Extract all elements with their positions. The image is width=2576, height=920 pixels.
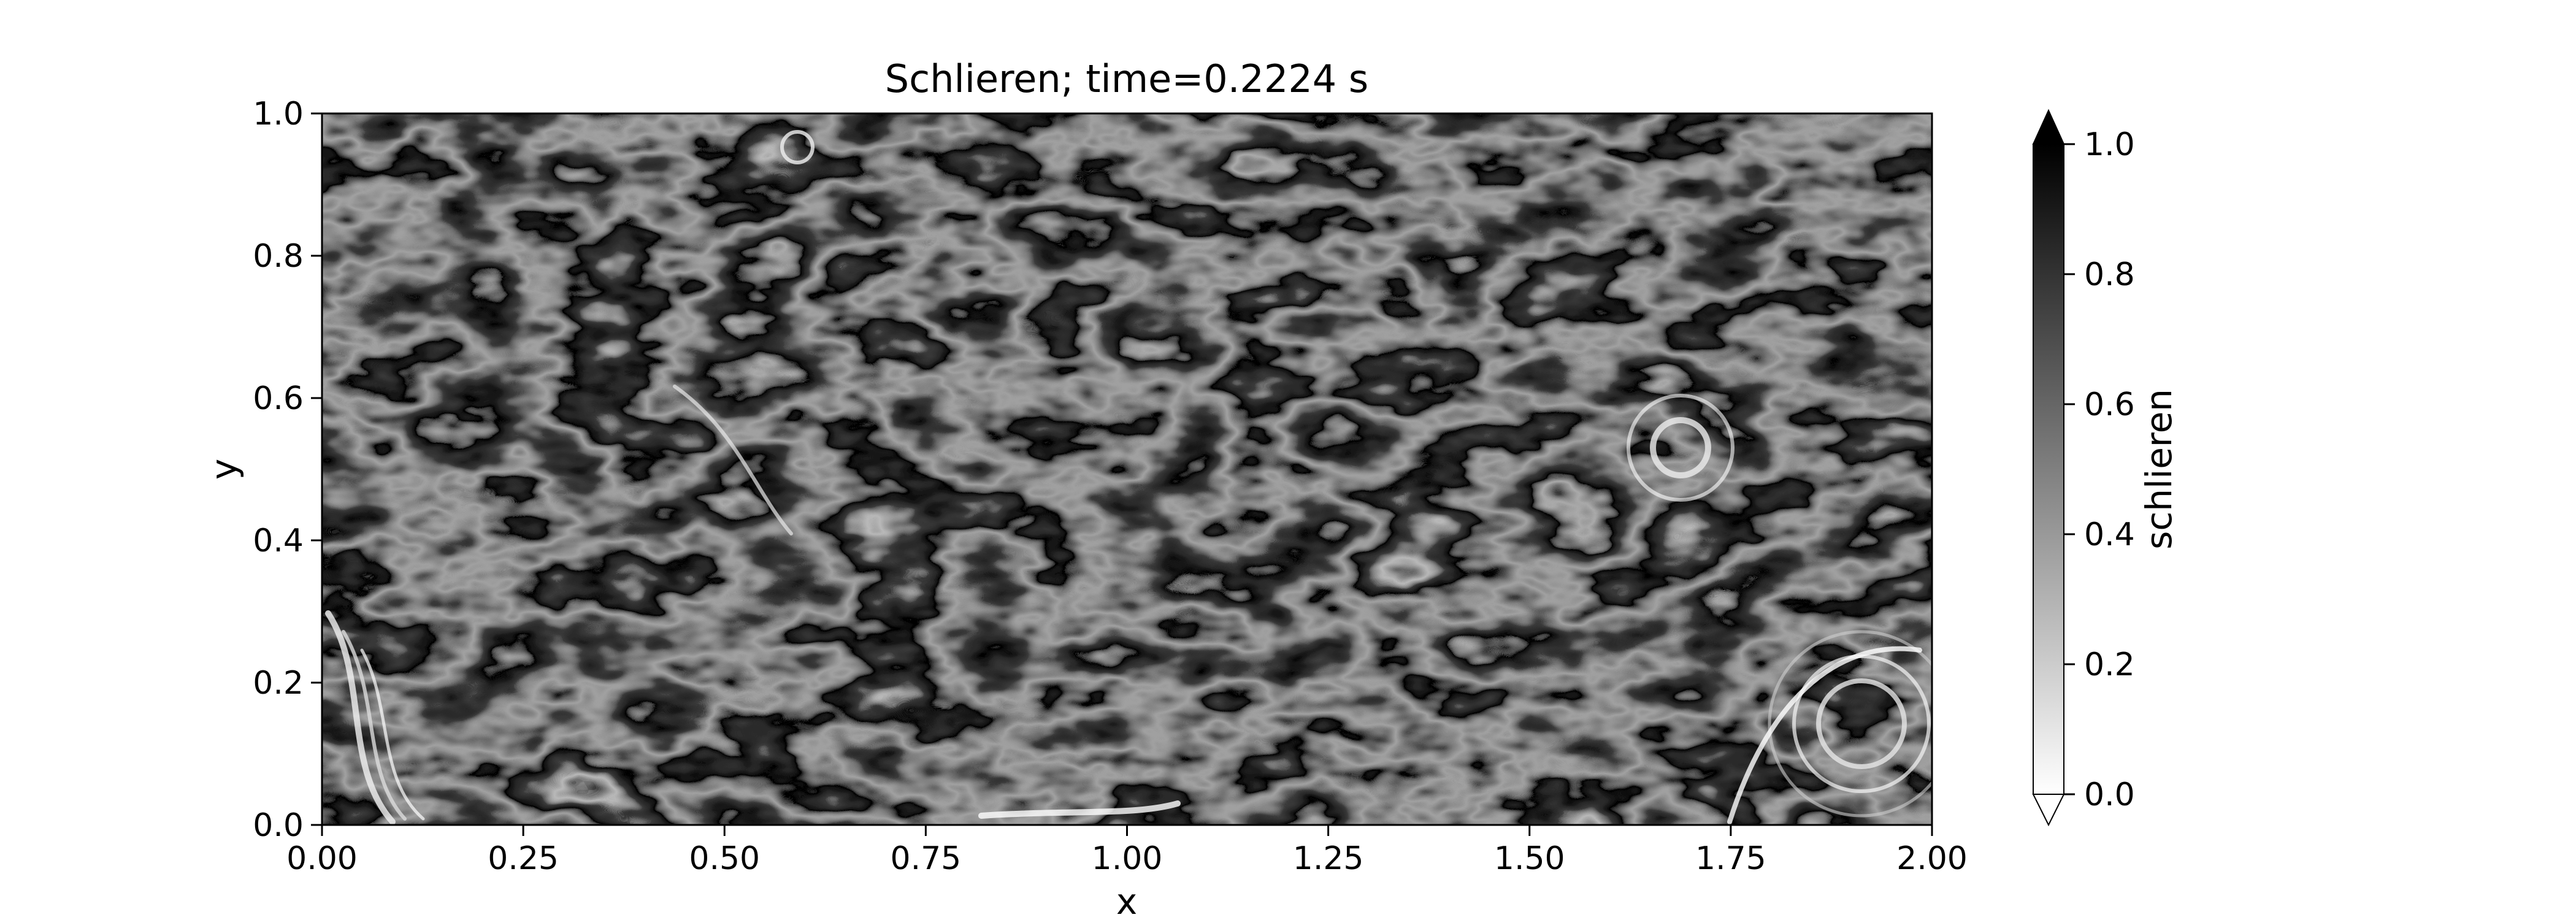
y-tick-label: 0.6 (253, 380, 304, 417)
colorbar: 0.0 0.2 0.4 0.6 0.8 1.0 schlieren (2032, 109, 2180, 827)
colorbar-extend-low (2032, 794, 2065, 827)
y-tick-label: 0.0 (253, 807, 304, 844)
x-tick-label: 1.00 (1092, 840, 1163, 877)
colorbar-tick-label: 1.0 (2084, 126, 2135, 163)
x-axis-label: x (1116, 881, 1137, 920)
y-axis-label: y (203, 459, 245, 480)
y-tick-label: 0.4 (253, 523, 304, 559)
y-tick-label: 1.0 (253, 96, 304, 132)
x-tick-label: 0.50 (689, 840, 760, 877)
x-tick-label: 1.25 (1293, 840, 1364, 877)
bright-features (325, 130, 1932, 825)
colorbar-tick-label: 0.6 (2084, 386, 2135, 423)
heatmap-area (322, 113, 1932, 825)
colorbar-tick-label: 0.4 (2084, 516, 2135, 553)
colorbar-gradient (2033, 144, 2064, 795)
x-tick-label: 0.25 (488, 840, 559, 877)
y-tick-label: 0.2 (253, 665, 304, 702)
schlieren-field (322, 113, 1932, 825)
x-tick-label: 2.00 (1896, 840, 1968, 877)
x-axis: 0.00 0.25 0.50 0.75 1.00 1.25 1.50 1.75 2.00 (286, 825, 1968, 877)
colorbar-ticks: 0.0 0.2 0.4 0.6 0.8 1.0 (2064, 126, 2135, 813)
colorbar-tick-label: 0.0 (2084, 776, 2135, 813)
x-tick-label: 1.50 (1494, 840, 1565, 877)
colorbar-extend-high (2032, 109, 2065, 145)
colorbar-tick-label: 0.8 (2084, 256, 2135, 293)
y-tick-label: 0.8 (253, 238, 304, 275)
colorbar-tick-label: 0.2 (2084, 646, 2135, 683)
y-axis: 0.0 0.2 0.4 0.6 0.8 1.0 (253, 96, 322, 844)
chart-title: Schlieren; time=0.2224 s (885, 56, 1368, 101)
x-tick-label: 1.75 (1695, 840, 1766, 877)
x-tick-label: 0.00 (286, 840, 358, 877)
colorbar-label: schlieren (2138, 389, 2180, 550)
x-tick-label: 0.75 (890, 840, 961, 877)
